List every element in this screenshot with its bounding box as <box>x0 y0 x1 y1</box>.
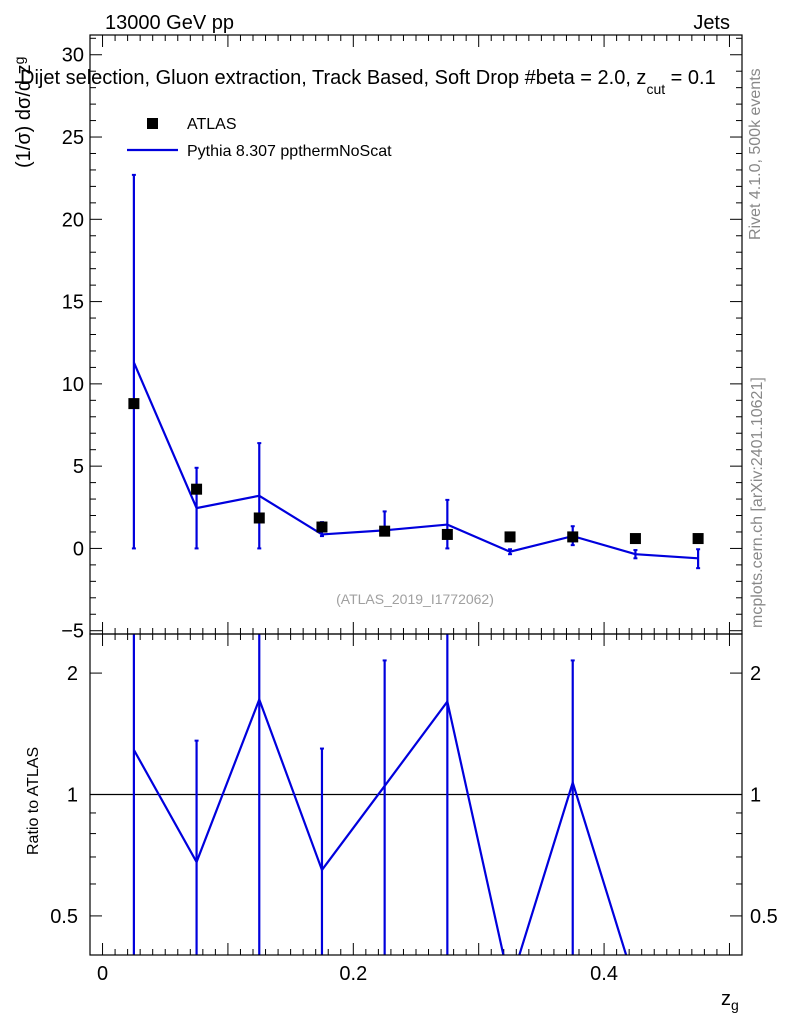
atlas-point <box>316 521 328 533</box>
atlas-points <box>128 398 704 545</box>
analysis-watermark: (ATLAS_2019_I1772062) <box>336 591 494 607</box>
main-ytick-label: 10 <box>62 374 84 396</box>
mcplots-label: mcplots.cern.ch [arXiv:2401.10621] <box>749 377 766 628</box>
ratio-panel: 0.5 0.5 1 1 2 2 0 0.2 0.4 Ratio to ATLAS zg <box>25 633 778 1013</box>
xtick-label: 0.4 <box>590 963 618 985</box>
atlas-point <box>191 483 203 495</box>
plot-title-sub: cut <box>646 81 665 97</box>
x-axis-label-main: z <box>721 988 731 1010</box>
main-ytick-label: 15 <box>62 292 84 314</box>
legend-pythia-label: Pythia 8.307 ppthermNoScat <box>187 143 392 160</box>
legend: ATLAS Pythia 8.307 ppthermNoScat <box>127 116 392 160</box>
xtick-label: 0 <box>97 963 108 985</box>
main-ytick-label: 0 <box>73 538 84 560</box>
plot-title-tail: = 0.1 <box>665 67 716 89</box>
main-panel: −5 0 5 10 15 20 25 30 (ATLAS_2019_I1772062) ATL… <box>11 34 743 643</box>
legend-atlas-label: ATLAS <box>187 116 237 133</box>
main-y-label-main: (1/σ) dσ/d z <box>13 64 35 168</box>
ratio-y-label: Ratio to ATLAS <box>25 747 42 855</box>
atlas-point <box>253 512 265 524</box>
main-ytick-label: 30 <box>62 45 84 67</box>
atlas-point <box>692 533 704 545</box>
ratio-ytick-label: 2 <box>67 663 78 685</box>
atlas-point <box>379 525 391 537</box>
plot-title-main: Dijet selection, Gluon extraction, Track… <box>20 67 646 89</box>
main-y-label: (1/σ) dσ/d zg <box>11 57 35 168</box>
ratio-error-bars <box>132 634 575 955</box>
atlas-point <box>504 531 516 543</box>
main-ytick-label: 5 <box>73 456 84 478</box>
ratio-ytick-label-right: 2 <box>750 663 761 685</box>
xtick-label: 0.2 <box>339 963 367 985</box>
x-axis-label: zg <box>721 988 739 1013</box>
main-ytick-label: 20 <box>62 209 84 231</box>
pythia-line <box>132 362 699 560</box>
main-ytick-label: −5 <box>61 621 84 643</box>
rivet-label: Rivet 4.1.0, 500k events <box>747 68 764 240</box>
plot-title: Dijet selection, Gluon extraction, Track… <box>20 67 716 97</box>
ratio-ytick-label: 1 <box>67 785 78 807</box>
main-axis-ticks: −5 0 5 10 15 20 25 30 <box>61 35 742 643</box>
main-y-label-sub: g <box>11 57 27 65</box>
legend-atlas-marker <box>147 118 158 129</box>
atlas-point <box>629 533 641 545</box>
main-ytick-label: 25 <box>62 127 84 149</box>
energy-label: 13000 GeV pp <box>105 12 234 34</box>
jets-label: Jets <box>693 12 730 34</box>
x-axis-label-sub: g <box>731 997 739 1013</box>
ratio-ytick-label-right: 0.5 <box>750 906 778 928</box>
ratio-ytick-label: 0.5 <box>50 906 78 928</box>
atlas-point <box>567 531 579 543</box>
ratio-ytick-label-right: 1 <box>750 785 761 807</box>
main-error-bars <box>131 173 701 570</box>
atlas-point <box>441 528 453 540</box>
ratio-axis-ticks: 0.5 0.5 1 1 2 2 0 0.2 0.4 <box>50 634 778 985</box>
ratio-frame <box>89 633 743 956</box>
ratio-line <box>132 696 628 955</box>
atlas-point <box>128 398 140 410</box>
